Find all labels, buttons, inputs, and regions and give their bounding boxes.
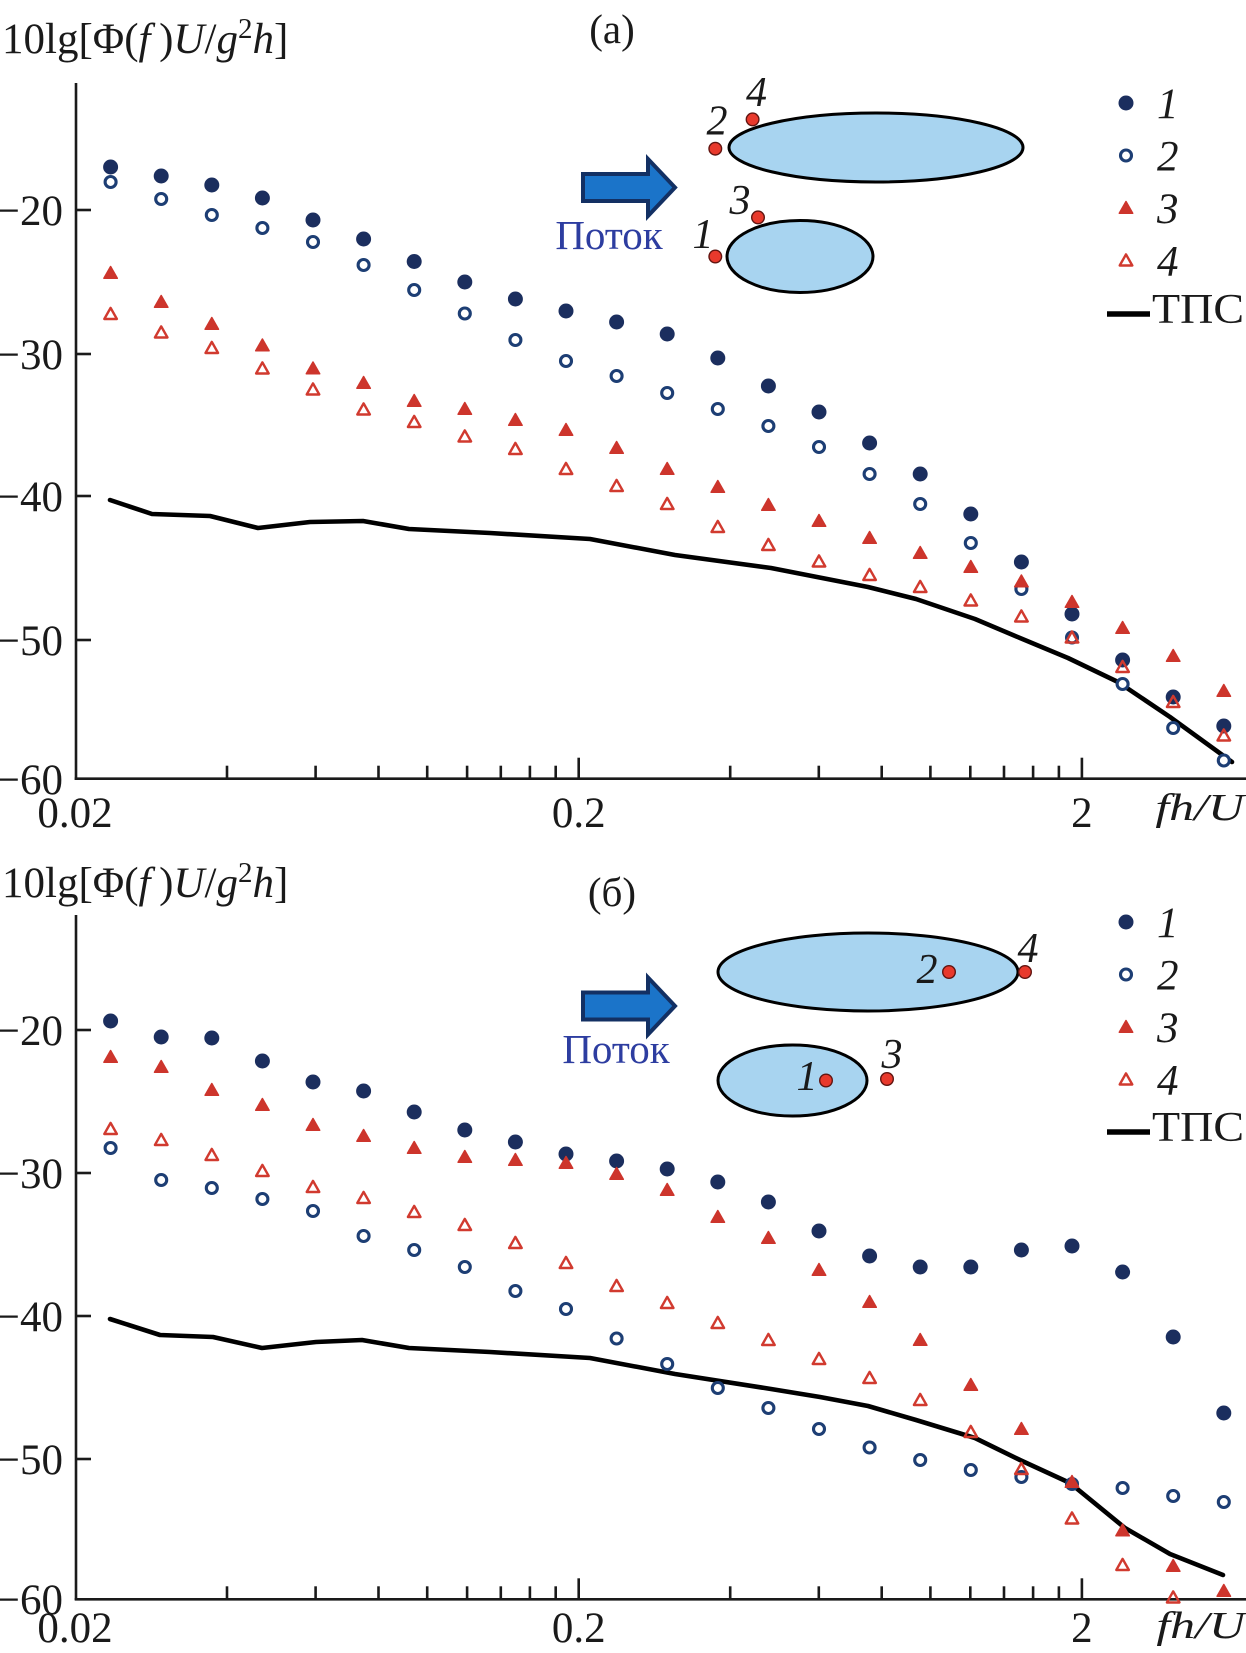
svg-text:4: 4 [746, 70, 767, 116]
svg-text:4: 4 [1157, 1058, 1179, 1105]
svg-text:ТПС: ТПС [1152, 1105, 1244, 1151]
svg-text:fh/U: fh/U [1156, 1605, 1246, 1647]
svg-text:−40: −40 [0, 1294, 63, 1341]
svg-text:0.2: 0.2 [552, 790, 606, 837]
svg-text:−20: −20 [0, 1008, 63, 1055]
svg-text:−60: −60 [0, 1577, 63, 1624]
svg-text:Поток: Поток [562, 1026, 669, 1072]
svg-text:4: 4 [1018, 926, 1039, 972]
svg-text:−50: −50 [0, 618, 63, 665]
svg-text:0.2: 0.2 [552, 1605, 606, 1652]
svg-text:−30: −30 [0, 1151, 63, 1198]
svg-text:10lg[Φ(f )U/g2h]: 10lg[Φ(f )U/g2h] [2, 13, 288, 63]
svg-text:3: 3 [1156, 186, 1179, 233]
svg-text:−50: −50 [0, 1437, 63, 1484]
svg-text:3: 3 [881, 1032, 903, 1078]
svg-text:Поток: Поток [555, 212, 662, 258]
svg-text:0.02: 0.02 [37, 790, 112, 837]
svg-text:2: 2 [1071, 790, 1093, 837]
svg-text:2: 2 [1157, 134, 1179, 181]
svg-text:4: 4 [1157, 239, 1179, 286]
svg-text:2: 2 [707, 99, 728, 145]
svg-text:0.02: 0.02 [37, 1605, 112, 1652]
svg-text:fh/U: fh/U [1155, 787, 1246, 829]
svg-text:1: 1 [693, 212, 714, 258]
svg-text:3: 3 [729, 178, 751, 224]
svg-text:−60: −60 [0, 757, 63, 804]
svg-text:1: 1 [1157, 900, 1179, 947]
svg-text:(a): (a) [589, 6, 635, 52]
svg-text:3: 3 [1156, 1005, 1179, 1052]
svg-text:2: 2 [1071, 1605, 1093, 1652]
svg-text:2: 2 [917, 947, 938, 993]
svg-text:1: 1 [797, 1054, 818, 1100]
svg-text:1: 1 [1157, 81, 1179, 128]
svg-text:2: 2 [1157, 953, 1179, 1000]
svg-text:(б): (б) [588, 869, 636, 915]
svg-text:−20: −20 [0, 188, 63, 235]
svg-text:−30: −30 [0, 332, 63, 379]
svg-text:10lg[Φ(f )U/g2h]: 10lg[Φ(f )U/g2h] [2, 857, 288, 907]
svg-text:ТПС: ТПС [1152, 287, 1244, 333]
svg-text:−40: −40 [0, 474, 63, 521]
